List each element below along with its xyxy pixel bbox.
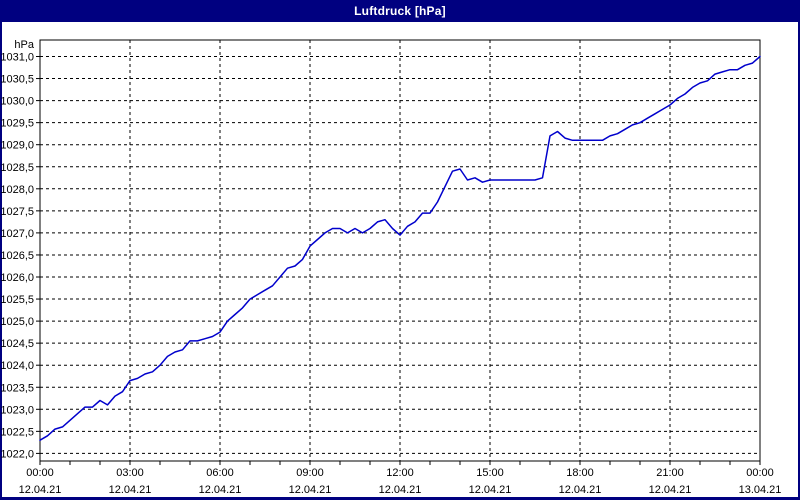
x-tick-time-label: 18:00 [566, 467, 594, 479]
x-tick-time-label: 12:00 [386, 467, 414, 479]
y-tick-label: 1024,0 [0, 360, 34, 372]
x-grid [39, 40, 761, 465]
y-tick-label: 1027,5 [0, 206, 34, 218]
pressure-line [39, 55, 761, 441]
y-tick-label: 1026,5 [0, 250, 34, 262]
y-tick-label: 1029,0 [0, 140, 34, 152]
x-tick-date-label: 12.04.21 [199, 484, 242, 496]
x-tick-date-label: 12.04.21 [559, 484, 602, 496]
window-titlebar: Luftdruck [hPa] [0, 0, 800, 22]
y-tick-label: 1023,0 [0, 404, 34, 416]
x-tick-time-label: 09:00 [296, 467, 324, 479]
x-tick-time-label: 03:00 [116, 467, 144, 479]
x-tick-time-label: 00:00 [26, 467, 54, 479]
x-tick-date-label: 12.04.21 [19, 484, 62, 496]
x-tick-date-label: 13.04.21 [739, 484, 782, 496]
y-axis-unit-label: hPa [14, 39, 34, 51]
y-tick-label: 1031,0 [0, 52, 34, 64]
y-tick-labels: 1031,0 1030,5 1030,0 1029,5 1029,0 1028,5 1028… [0, 52, 34, 461]
x-tick-date-label: 12.04.21 [289, 484, 332, 496]
y-tick-label: 1029,5 [0, 118, 34, 130]
x-tick-date-label: 12.04.21 [469, 484, 512, 496]
y-tick-label: 1025,0 [0, 316, 34, 328]
y-tick-label: 1030,5 [0, 74, 34, 86]
x-tick-time-label: 15:00 [476, 467, 504, 479]
y-tick-label: 1024,5 [0, 338, 34, 350]
y-tick-label: 1022,0 [0, 448, 34, 460]
y-tick-label: 1022,5 [0, 426, 34, 438]
y-tick-label: 1025,5 [0, 294, 34, 306]
x-tick-labels: 00:00 12.04.21 03:00 12.04.21 06:00 12.04.21 0… [19, 467, 782, 496]
x-tick-date-label: 12.04.21 [109, 484, 152, 496]
y-tick-label: 1028,0 [0, 184, 34, 196]
y-tick-label: 1026,0 [0, 272, 34, 284]
chart-area: 1031,0 1030,5 1030,0 1029,5 1029,0 1028,5 1028… [0, 22, 798, 497]
window-title: Luftdruck [hPa] [354, 4, 446, 18]
x-tick-date-label: 12.04.21 [379, 484, 422, 496]
y-tick-label: 1028,5 [0, 162, 34, 174]
x-tick-time-label: 00:00 [746, 467, 774, 479]
y-tick-label: 1023,5 [0, 382, 34, 394]
x-tick-date-label: 12.04.21 [649, 484, 692, 496]
x-tick-time-label: 06:00 [206, 467, 234, 479]
y-tick-label: 1027,0 [0, 228, 34, 240]
plot-frame [39, 39, 761, 462]
y-tick-label: 1030,0 [0, 96, 34, 108]
x-tick-time-label: 21:00 [656, 467, 684, 479]
